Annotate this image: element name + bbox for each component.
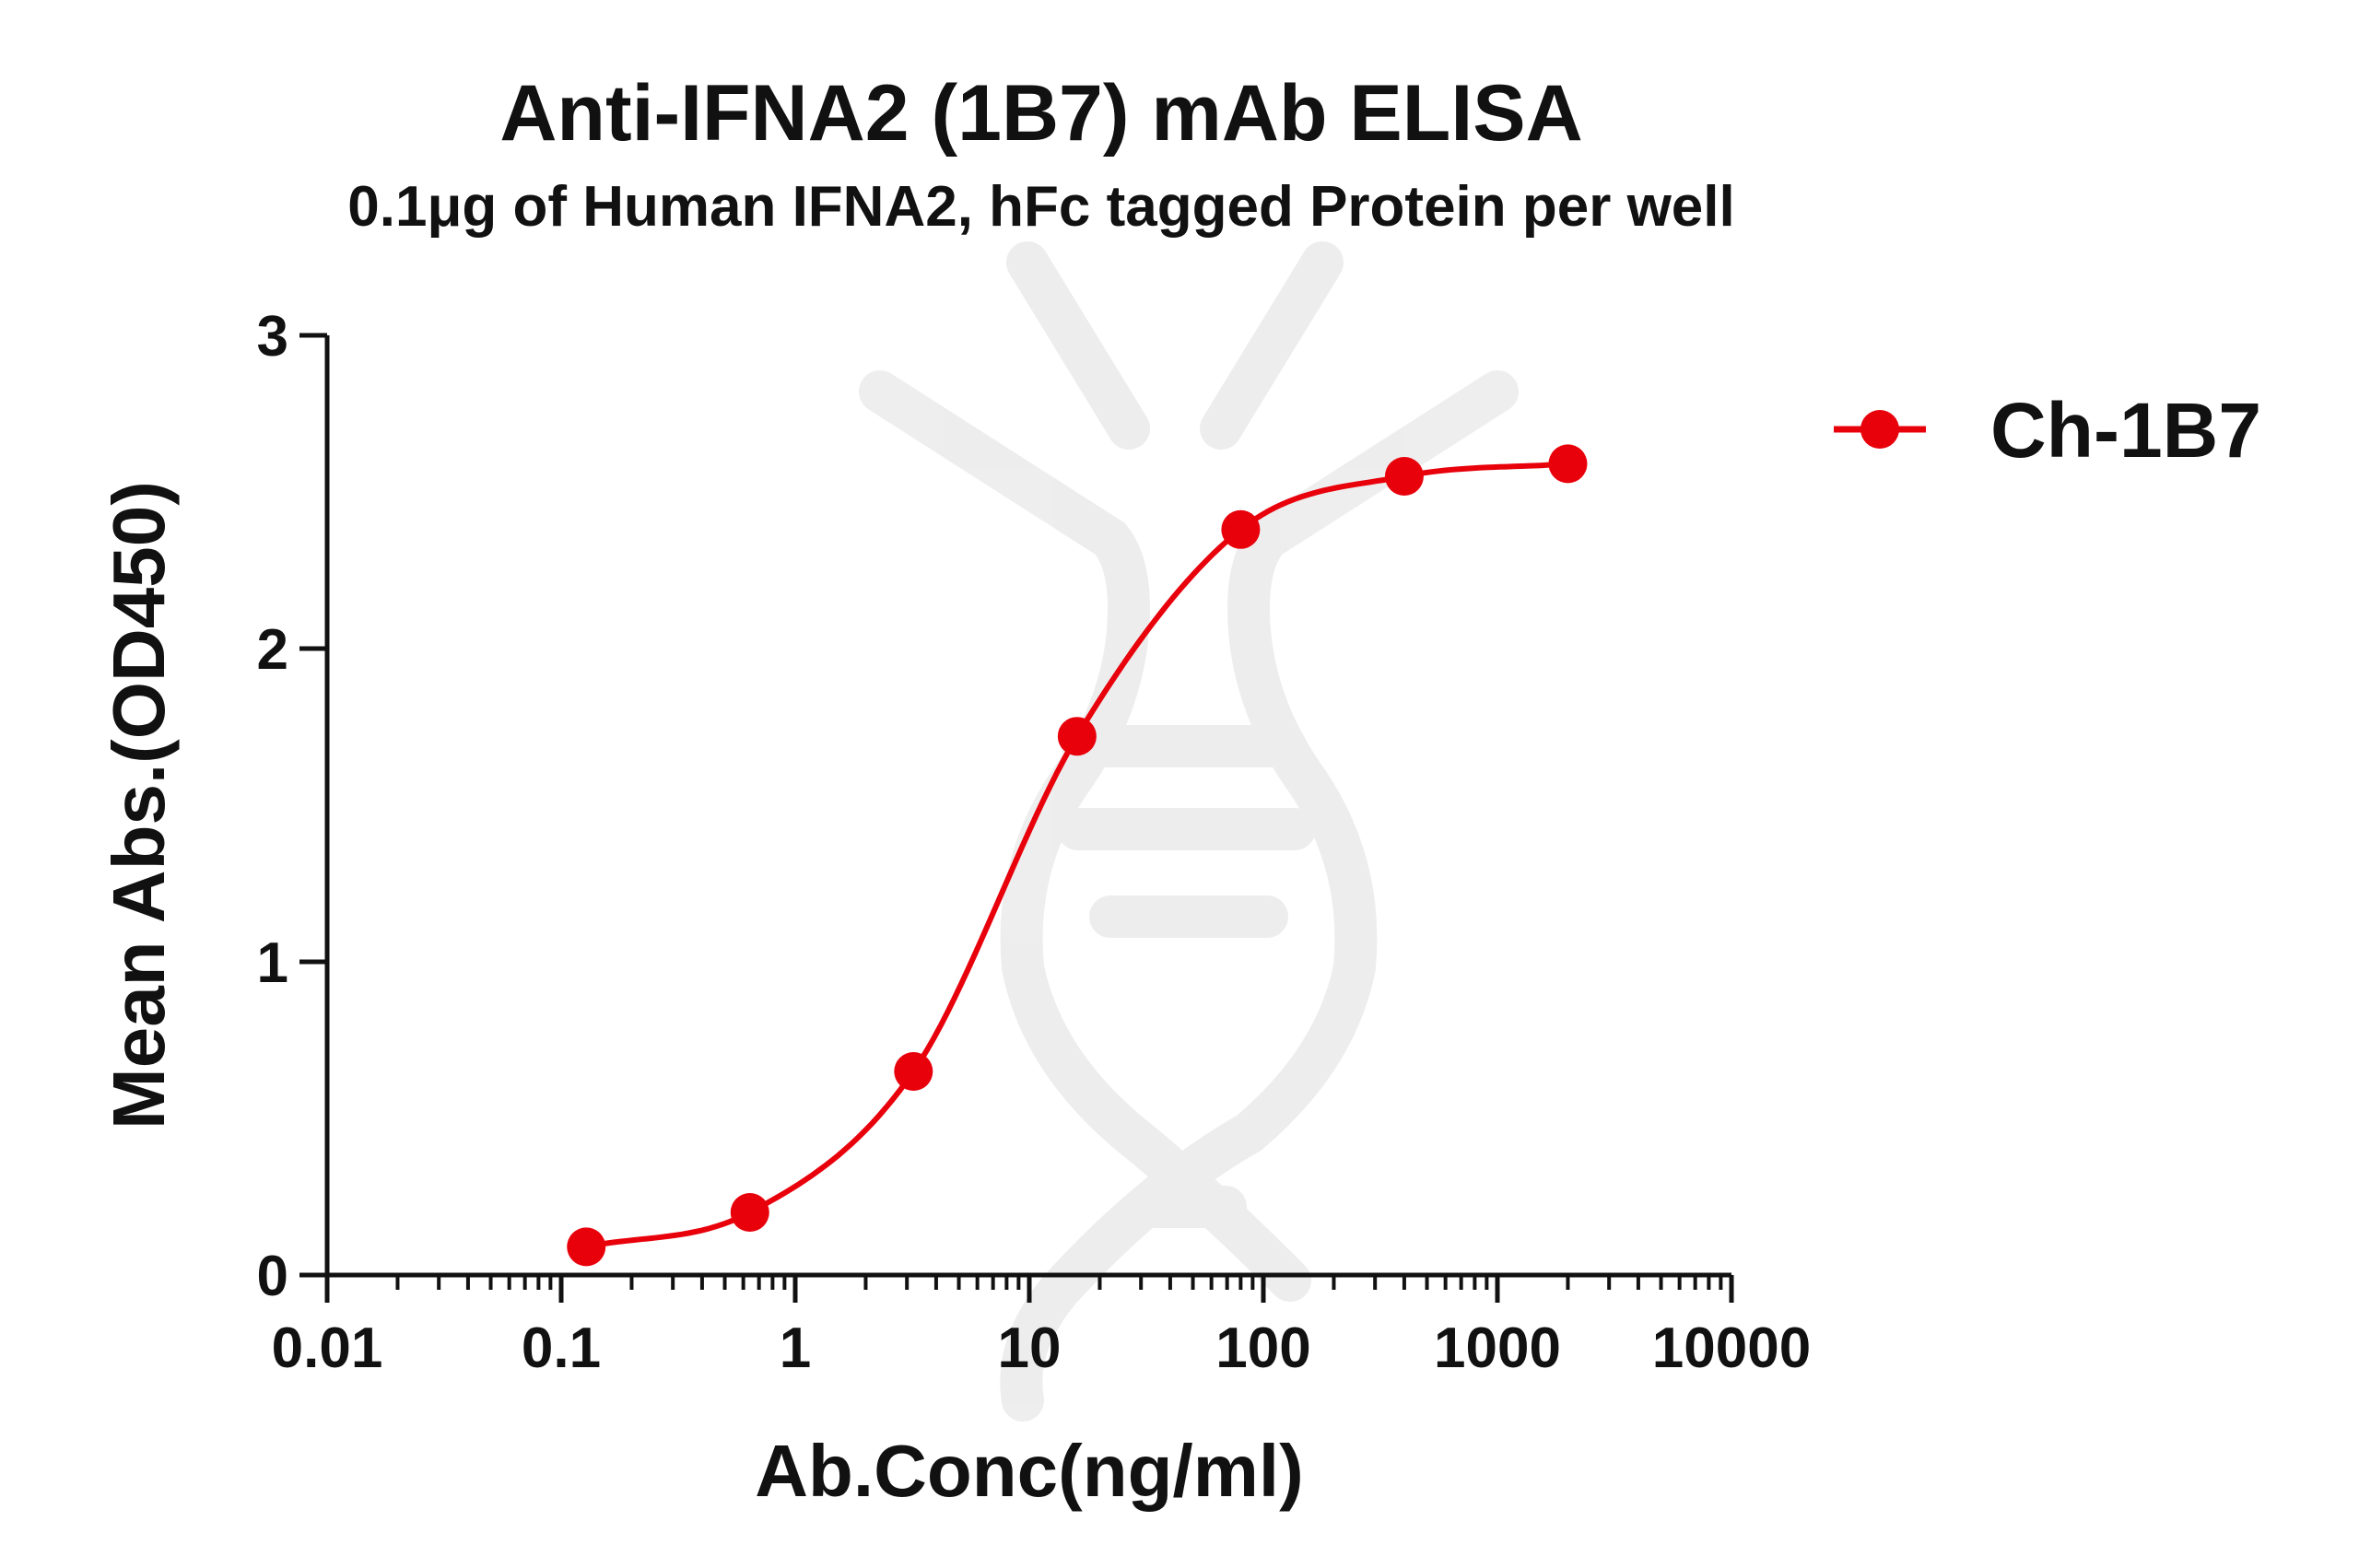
- x-tick-label: 0.1: [522, 1316, 601, 1380]
- x-tick-label: 1: [780, 1316, 811, 1380]
- legend: Ch-1B7: [1834, 387, 2261, 474]
- x-tick-label: 0.01: [272, 1316, 383, 1380]
- data-point: [894, 1052, 933, 1091]
- x-tick-label: 100: [1215, 1316, 1310, 1380]
- series-fit-curve: [585, 461, 1568, 1250]
- x-tick-label: 10: [998, 1316, 1062, 1380]
- y-tick-label: 2: [257, 618, 288, 682]
- data-point: [730, 1193, 769, 1232]
- x-tick-label: 1000: [1434, 1316, 1561, 1380]
- x-axis-label: Ab.Conc(ng/ml): [755, 1430, 1303, 1512]
- data-point: [1057, 717, 1097, 756]
- y-axis-label: Mean Abs.(OD450): [98, 481, 180, 1129]
- data-point: [1548, 444, 1588, 484]
- y-ticks: 0 1 2 3: [257, 305, 327, 1308]
- y-tick-label: 1: [257, 931, 288, 995]
- x-tick-label: 10000: [1652, 1316, 1811, 1380]
- chart-subtitle: 0.1μg of Human IFNA2, hFc tagged Protein…: [347, 175, 1734, 239]
- x-ticks: 0.01 0.1 1 10 100 1000 10000: [272, 1275, 1811, 1380]
- dna-watermark-icon: [859, 241, 1519, 1422]
- y-tick-label: 0: [257, 1245, 288, 1308]
- data-point: [1384, 457, 1424, 496]
- legend-marker: [1860, 410, 1899, 449]
- chart-title: Anti-IFNA2 (1B7) mAb ELISA: [499, 69, 1582, 158]
- data-point: [1221, 509, 1261, 549]
- y-tick-label: 3: [257, 305, 288, 369]
- series-points: [567, 444, 1588, 1267]
- data-point: [567, 1227, 606, 1267]
- legend-label: Ch-1B7: [1990, 387, 2261, 474]
